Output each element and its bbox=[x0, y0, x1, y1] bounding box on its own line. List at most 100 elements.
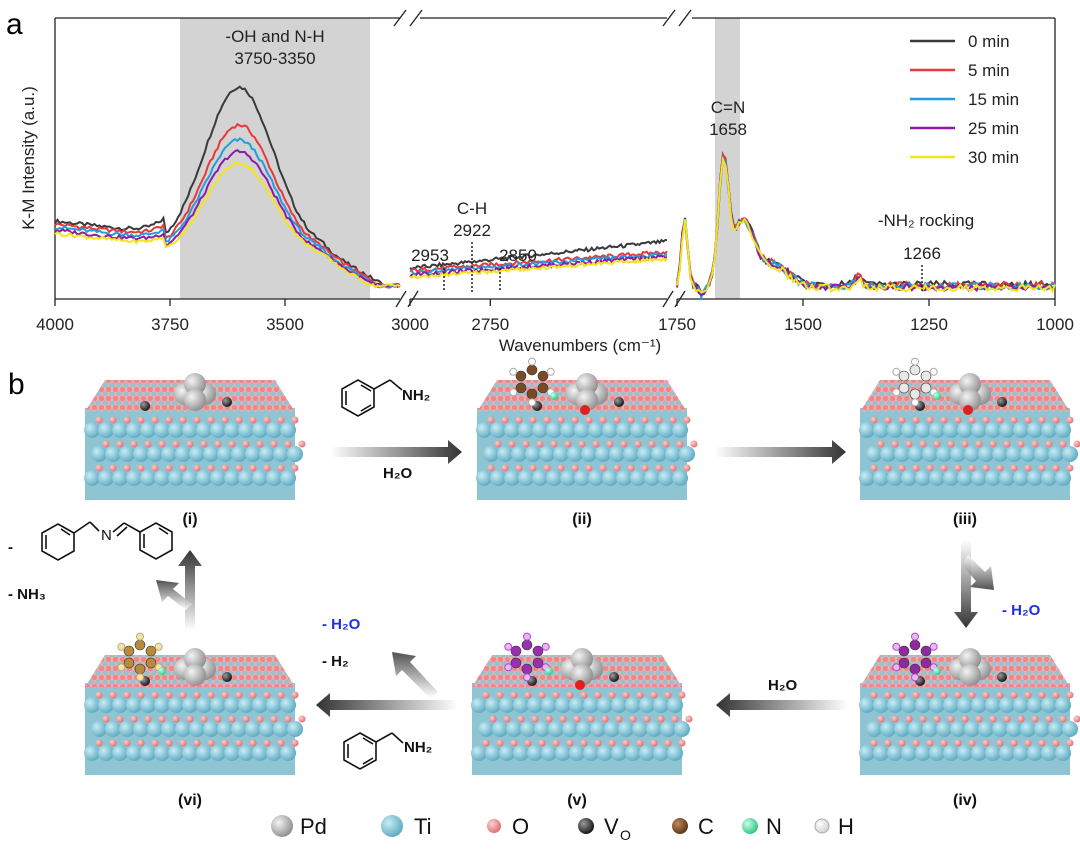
ti-atom bbox=[1048, 721, 1064, 737]
ti-atom bbox=[630, 470, 646, 486]
ti-atom bbox=[541, 697, 557, 713]
ti-atom bbox=[1041, 422, 1057, 438]
h2-loss-v: - H₂ bbox=[322, 653, 349, 670]
o-atom bbox=[899, 740, 906, 747]
o-atom bbox=[173, 716, 180, 723]
o-atom bbox=[1011, 692, 1018, 699]
x-tick-label: 3750 bbox=[151, 315, 189, 334]
ti-atom bbox=[497, 446, 513, 462]
ti-atom bbox=[894, 721, 910, 737]
ti-atom bbox=[84, 422, 100, 438]
ti-atom bbox=[259, 721, 275, 737]
o-atom bbox=[686, 716, 693, 723]
ti-atom bbox=[224, 470, 240, 486]
benzylamine-structure-top bbox=[342, 380, 402, 416]
o-atom bbox=[208, 417, 215, 424]
ti-atom bbox=[525, 446, 541, 462]
h-atom bbox=[137, 633, 144, 640]
h-atom bbox=[505, 664, 512, 671]
ti-atom bbox=[901, 470, 917, 486]
ti-atom bbox=[154, 470, 170, 486]
ti-atom bbox=[168, 422, 184, 438]
o-atom bbox=[1046, 441, 1053, 448]
ti-atom bbox=[140, 470, 156, 486]
c-atom bbox=[135, 664, 145, 674]
o-atom bbox=[1032, 441, 1039, 448]
ti-atom bbox=[639, 697, 655, 713]
ti-atom bbox=[182, 470, 198, 486]
ti-atom bbox=[943, 470, 959, 486]
o-atom bbox=[892, 716, 899, 723]
ti-atom bbox=[133, 446, 149, 462]
ti-atom bbox=[259, 446, 275, 462]
o-atom bbox=[1025, 417, 1032, 424]
ti-atom bbox=[569, 745, 585, 761]
o-atom bbox=[180, 465, 187, 472]
legend-label-1: 5 min bbox=[968, 61, 1010, 80]
o-atom bbox=[103, 716, 110, 723]
c-atom bbox=[124, 658, 134, 668]
h-atom bbox=[510, 368, 517, 375]
c-atom bbox=[146, 658, 156, 668]
o-atom bbox=[642, 417, 649, 424]
o-atom bbox=[586, 465, 593, 472]
o-atom bbox=[1025, 465, 1032, 472]
o-atom bbox=[677, 441, 684, 448]
ti-atom bbox=[112, 470, 128, 486]
ti-atom bbox=[154, 422, 170, 438]
h-atom bbox=[930, 368, 937, 375]
o-atom bbox=[913, 465, 920, 472]
ch-2850: 2850 bbox=[499, 246, 537, 265]
o-atom bbox=[152, 465, 159, 472]
c-atom bbox=[899, 658, 909, 668]
ti-atom bbox=[623, 446, 639, 462]
ti-atom bbox=[126, 697, 142, 713]
ti-atom bbox=[555, 745, 571, 761]
o-atom bbox=[913, 740, 920, 747]
o-atom bbox=[264, 417, 271, 424]
ti-atom bbox=[999, 470, 1015, 486]
ti-atom bbox=[597, 745, 613, 761]
ti-atom bbox=[112, 745, 128, 761]
o-atom bbox=[201, 441, 208, 448]
ti-atom bbox=[604, 721, 620, 737]
ti-atom bbox=[1013, 745, 1029, 761]
ti-atom bbox=[978, 721, 994, 737]
ti-atom bbox=[126, 745, 142, 761]
reagent-bottom-nh2: NH₂ bbox=[404, 739, 432, 756]
ti-atom bbox=[546, 422, 562, 438]
ti-atom bbox=[922, 446, 938, 462]
ti-atom bbox=[887, 697, 903, 713]
ti-atom bbox=[168, 745, 184, 761]
arrow-h2-loss-branch bbox=[392, 652, 438, 698]
ti-atom bbox=[653, 745, 669, 761]
o-atom bbox=[969, 692, 976, 699]
o-atom bbox=[553, 740, 560, 747]
o-atom bbox=[131, 441, 138, 448]
h-atom bbox=[118, 664, 125, 671]
h-atom bbox=[547, 368, 554, 375]
ti-atom bbox=[1020, 721, 1036, 737]
o-atom bbox=[502, 417, 509, 424]
o-atom bbox=[285, 716, 292, 723]
o-atom bbox=[927, 692, 934, 699]
ti-atom bbox=[567, 446, 583, 462]
ch-label: C-H bbox=[457, 199, 487, 218]
c-atom bbox=[921, 646, 931, 656]
o-atom bbox=[621, 441, 628, 448]
ti-atom bbox=[105, 721, 121, 737]
h-atom bbox=[912, 358, 919, 365]
o-atom bbox=[299, 441, 306, 448]
ti-atom bbox=[140, 745, 156, 761]
h-atom bbox=[912, 633, 919, 640]
n-atom bbox=[545, 667, 553, 675]
ti-atom bbox=[569, 697, 585, 713]
catalyst-slabs bbox=[84, 358, 1080, 775]
ti-atom bbox=[518, 470, 534, 486]
ti-atom bbox=[1027, 470, 1043, 486]
ti-atom bbox=[98, 470, 114, 486]
c-atom bbox=[899, 646, 909, 656]
ti-atom bbox=[504, 422, 520, 438]
o-atom bbox=[623, 740, 630, 747]
